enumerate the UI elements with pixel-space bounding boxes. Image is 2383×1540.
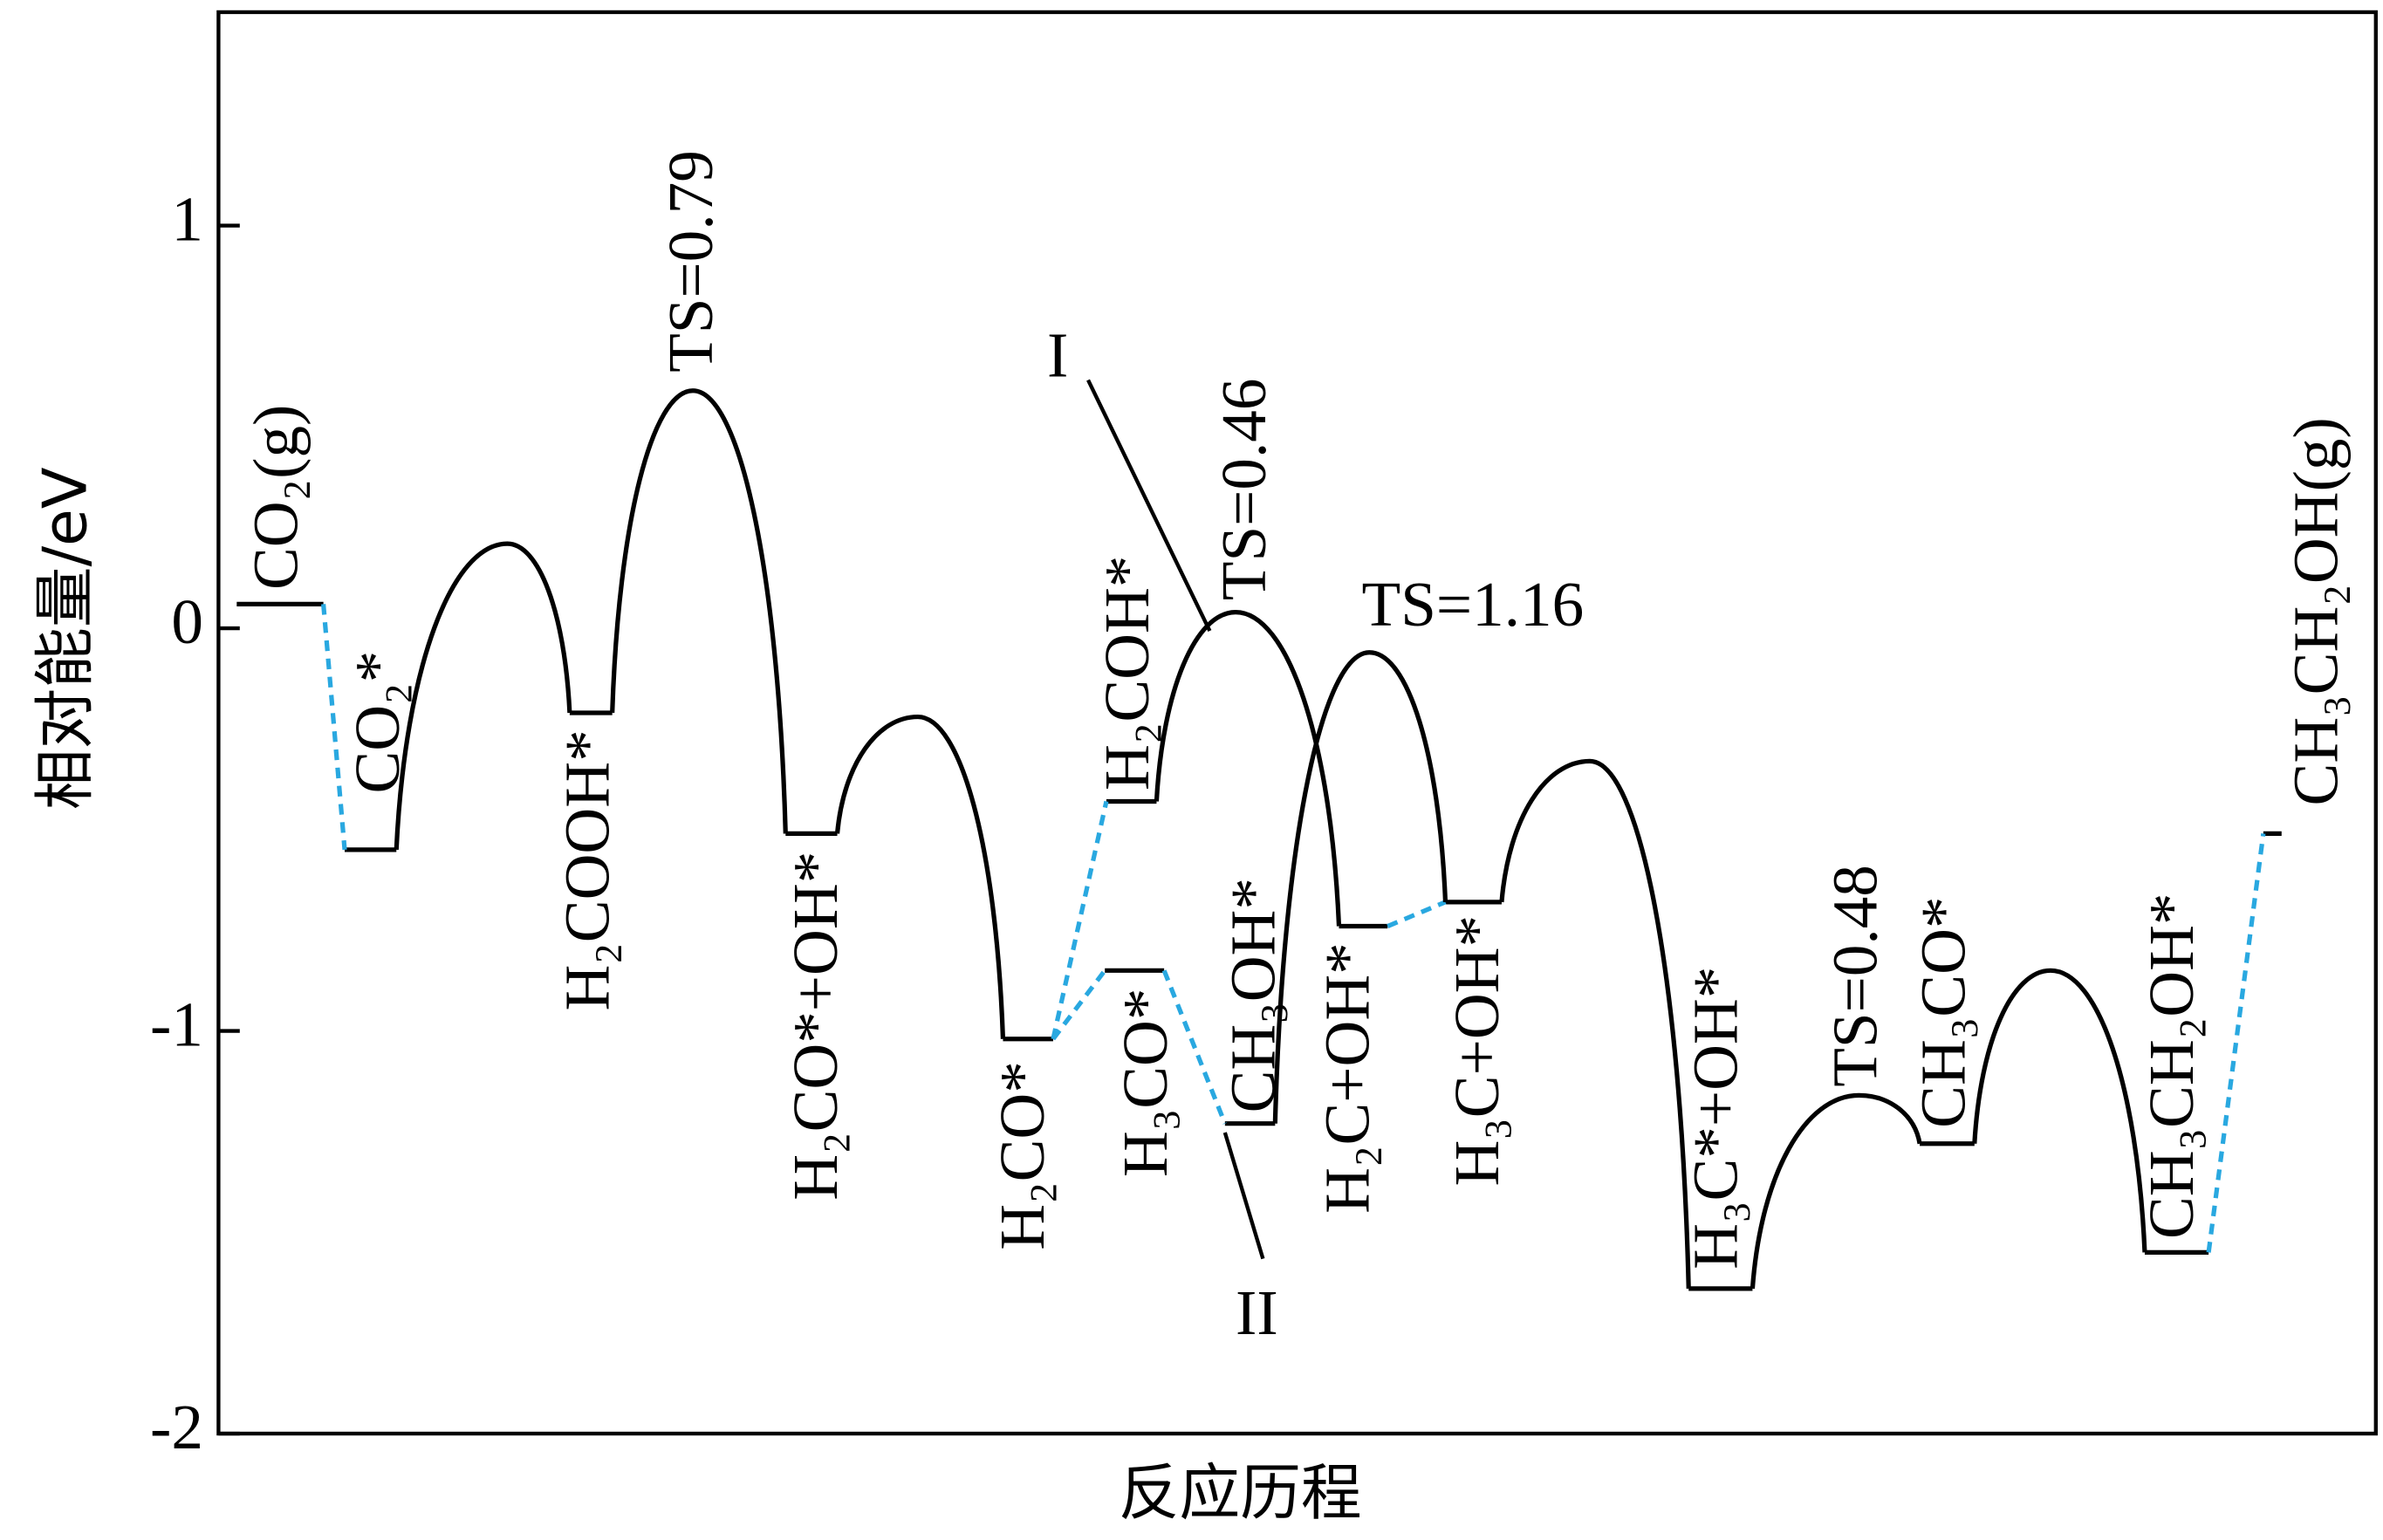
barrier-curve [1272, 650, 1448, 1124]
y-tick-label: -2 [150, 1392, 203, 1462]
ts-annotation: TS=0.79 [655, 150, 726, 373]
connector [2206, 833, 2266, 1253]
level-label: H₂C+OH* [1312, 942, 1383, 1214]
y-axis-label: 相对能量/eV [31, 467, 101, 810]
pathway-leader [1086, 379, 1212, 633]
level-label: H₂COH* [1092, 556, 1162, 791]
x-axis-label: 反应历程 [1119, 1458, 1362, 1529]
barrier-curve [394, 541, 572, 850]
connector [321, 604, 347, 851]
level-label: CH₃CH₂OH* [2136, 893, 2207, 1239]
pathway-label: II [1236, 1277, 1278, 1348]
level-label: H₃CO* [1110, 989, 1181, 1178]
level-label: H₂CO* [987, 1061, 1058, 1250]
y-tick-label: 1 [171, 183, 203, 254]
level-label: CH₃CH₂OH(g) [2281, 417, 2352, 805]
level-label: CH₃CO* [1908, 896, 1979, 1127]
level-label: CO₂(g) [240, 405, 311, 590]
ts-annotation: TS=0.46 [1209, 379, 1279, 601]
connector [1387, 900, 1447, 928]
level-label: H₂CO*+OH* [780, 852, 851, 1201]
connector [1161, 969, 1228, 1125]
level-label: H₂COOH* [552, 729, 623, 1010]
ts-annotation: TS=0.48 [1820, 865, 1891, 1087]
barrier-curve [1972, 968, 2147, 1253]
pathway-label: I [1047, 319, 1068, 390]
barrier-curve [834, 714, 1006, 1039]
pathway-leader [1222, 1132, 1265, 1260]
y-tick-label: 0 [171, 586, 203, 657]
ts-annotation: TS=1.16 [1362, 569, 1585, 640]
connector [1051, 800, 1109, 1040]
y-tick-label: -1 [150, 989, 203, 1059]
barrier-curve [1750, 1092, 1922, 1290]
barrier-curve [1499, 758, 1691, 1289]
barrier-curve [1154, 609, 1342, 927]
barrier-curve [610, 388, 788, 834]
level-label: H₃C+OH* [1441, 915, 1512, 1187]
level-label: H₃C*+OH* [1680, 967, 1750, 1270]
plot-frame [216, 10, 2378, 1436]
connector [1051, 968, 1107, 1041]
